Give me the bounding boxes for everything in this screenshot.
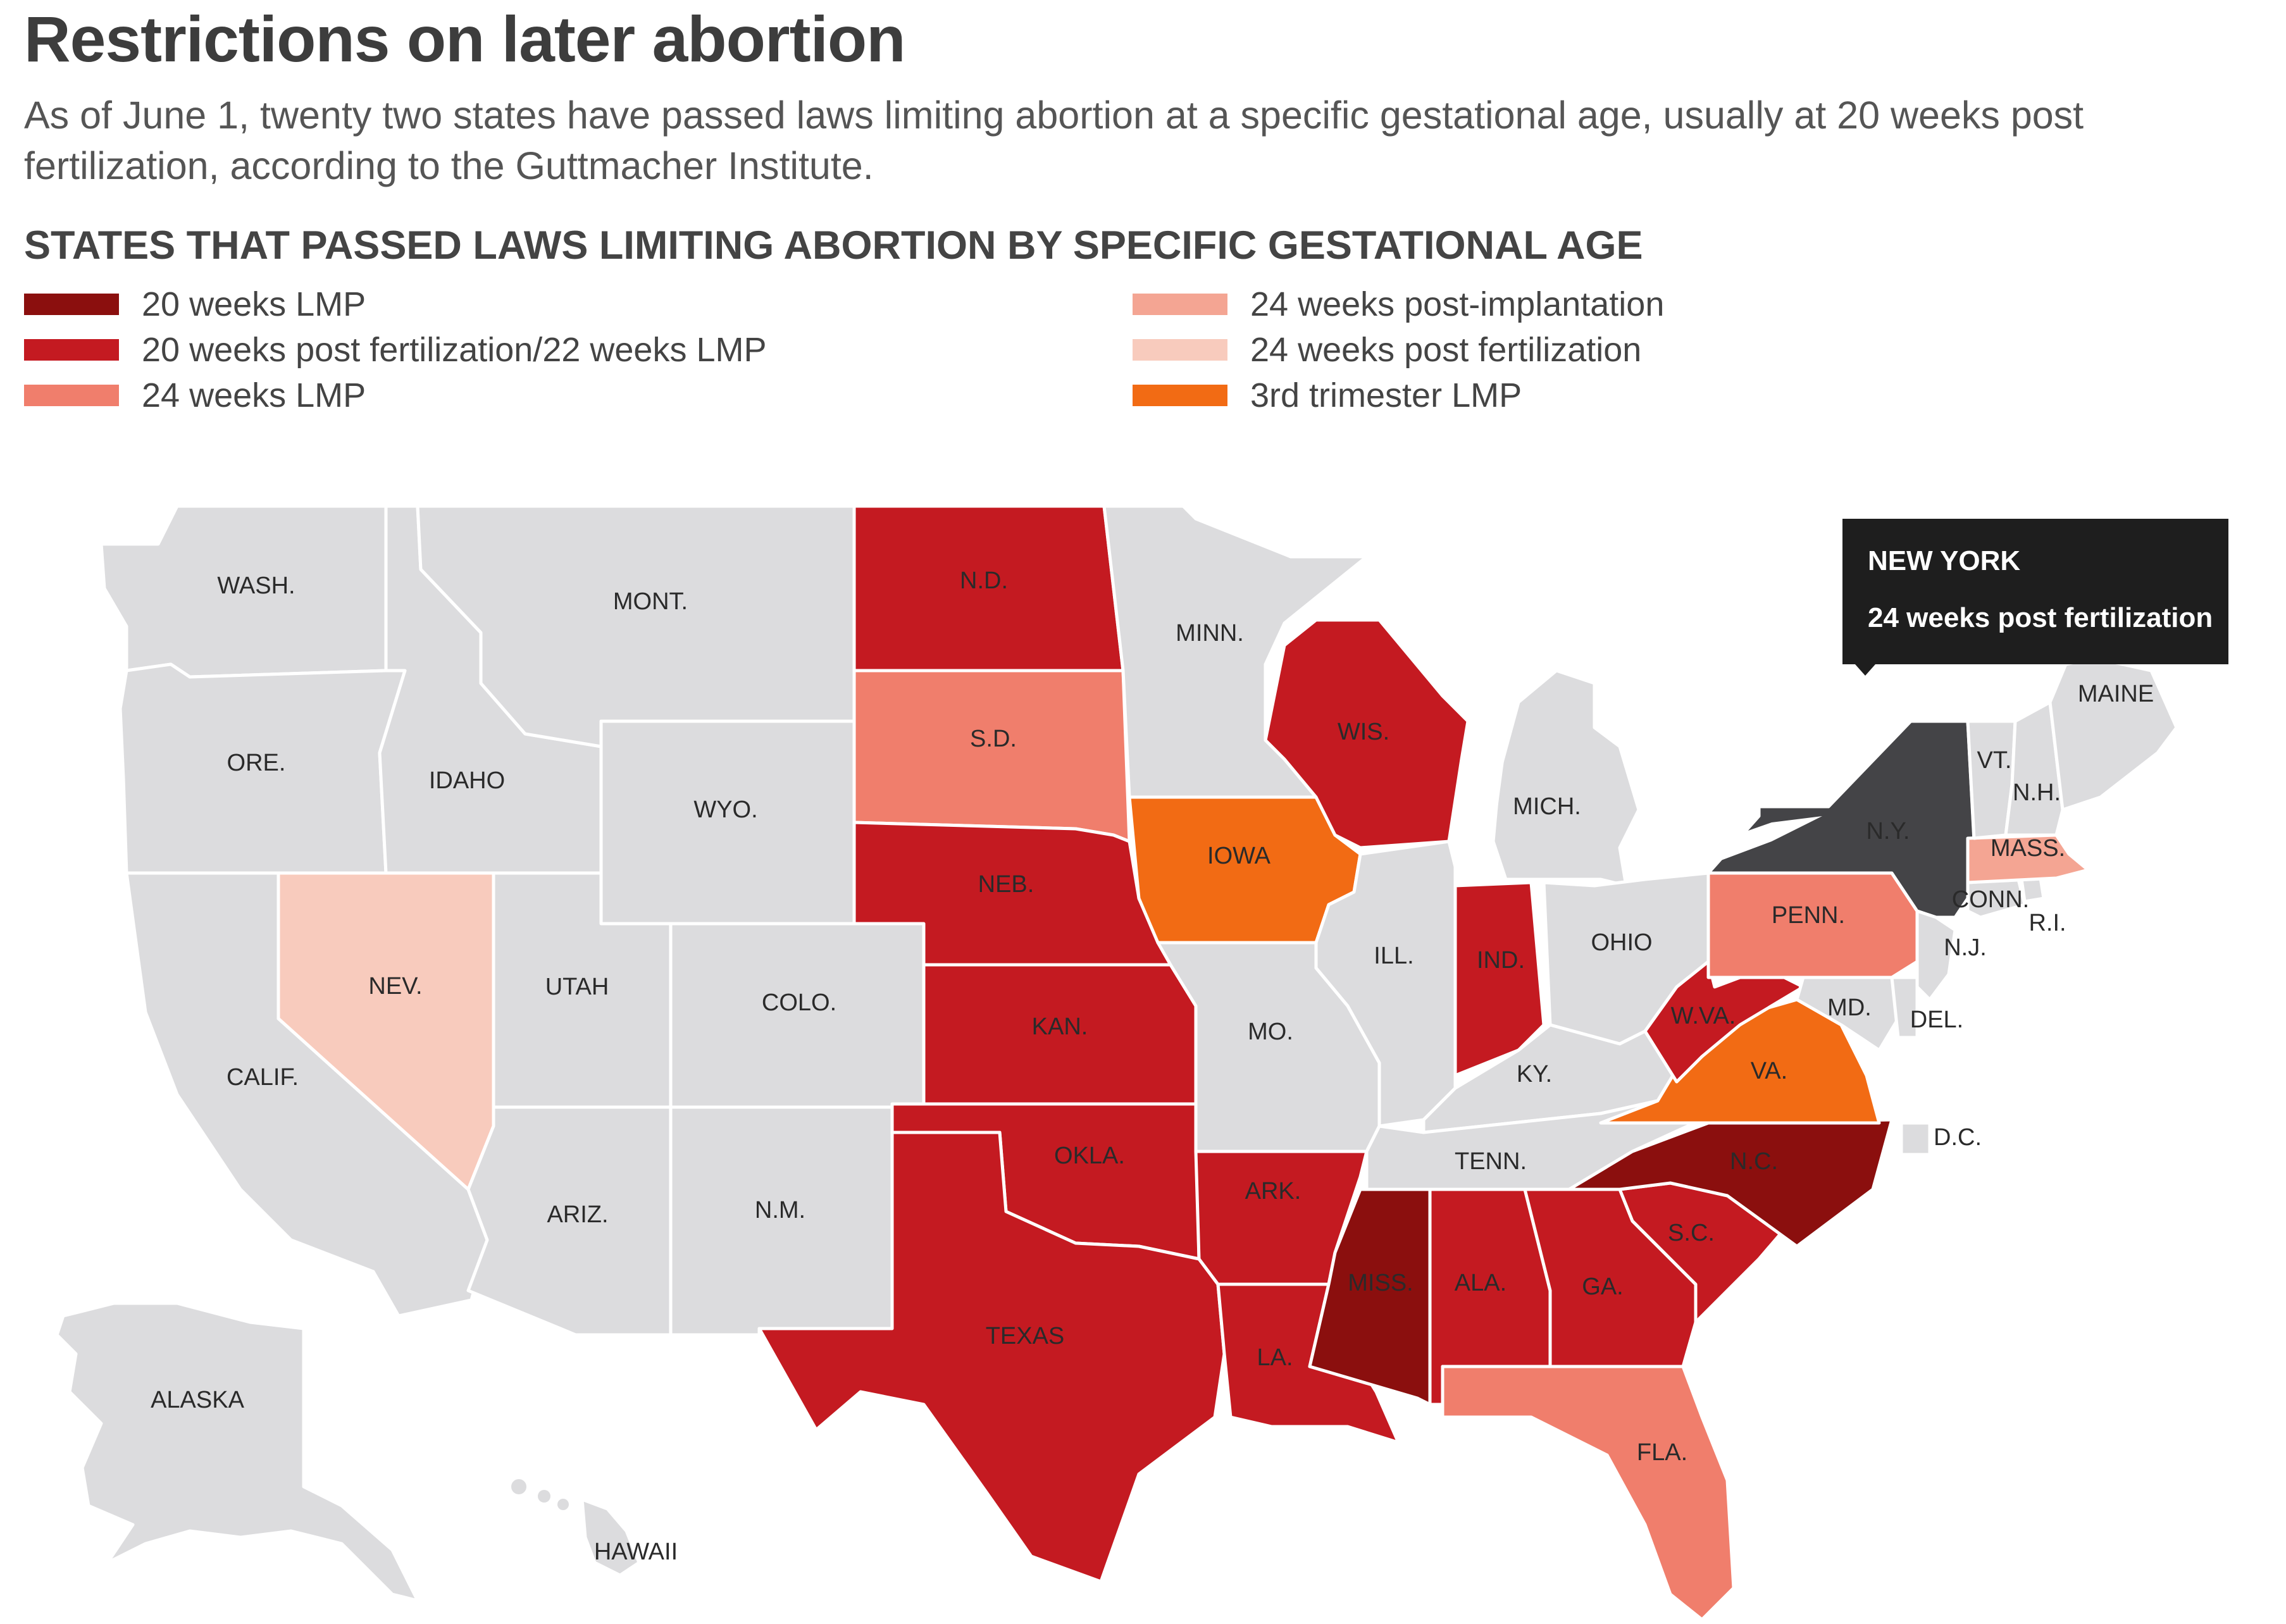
legend-item: 20 weeks post fertilization/22 weeks LMP bbox=[24, 328, 766, 372]
state-label: TEXAS bbox=[986, 1323, 1065, 1349]
state-label: WIS. bbox=[1338, 719, 1389, 745]
state-label: KY. bbox=[1517, 1061, 1552, 1088]
state-tooltip: NEW YORK 24 weeks post fertilization bbox=[1842, 519, 2228, 664]
state-label: MD. bbox=[1827, 995, 1872, 1021]
legend-swatch bbox=[24, 385, 119, 406]
state-label: W.VA. bbox=[1671, 1003, 1736, 1029]
legend-item: 24 weeks post fertilization bbox=[1133, 328, 1641, 372]
page-title: Restrictions on later abortion bbox=[24, 3, 906, 75]
state-n-c[interactable] bbox=[1567, 1118, 1894, 1248]
state-label: ARK. bbox=[1245, 1178, 1301, 1205]
state-label: D.C. bbox=[1934, 1124, 1982, 1151]
state-label: IOWA bbox=[1207, 843, 1271, 869]
tooltip-value: 24 weeks post fertilization bbox=[1868, 602, 2213, 633]
state-labels: WASH. ORE. CALIF. IDAHO NEV. MONT. WYO. UTAH ARI… bbox=[151, 567, 2154, 1565]
state-label: N.M. bbox=[755, 1197, 805, 1224]
state-label: ALA. bbox=[1455, 1270, 1506, 1296]
state-n-j[interactable] bbox=[1915, 909, 1957, 1001]
state-label: NEV. bbox=[368, 973, 422, 1000]
legend-label: 20 weeks LMP bbox=[142, 285, 366, 323]
state-label: ARIZ. bbox=[547, 1201, 608, 1228]
state-label: IND. bbox=[1477, 947, 1525, 974]
chart-heading: STATES THAT PASSED LAWS LIMITING ABORTIO… bbox=[24, 223, 1643, 268]
state-fla[interactable] bbox=[1441, 1365, 1736, 1621]
hawaii-island bbox=[511, 1479, 526, 1494]
state-label: ORE. bbox=[227, 750, 286, 776]
state-label: DEL. bbox=[1910, 1007, 1963, 1033]
state-label: IDAHO bbox=[429, 767, 505, 794]
state-label: LA. bbox=[1257, 1344, 1293, 1371]
state-d-c[interactable] bbox=[1899, 1121, 1932, 1156]
legend: 20 weeks LMP 20 weeks post fertilization… bbox=[24, 282, 1732, 428]
state-alaska[interactable] bbox=[55, 1301, 419, 1602]
legend-swatch bbox=[1133, 339, 1227, 361]
state-label: S.C. bbox=[1668, 1220, 1715, 1246]
state-label: UTAH bbox=[545, 974, 609, 1000]
legend-label: 24 weeks post-implantation bbox=[1250, 285, 1665, 323]
state-label: N.D. bbox=[960, 567, 1008, 594]
great-lake bbox=[1474, 696, 1506, 841]
legend-swatch bbox=[24, 339, 119, 361]
state-texas[interactable] bbox=[757, 1131, 1226, 1584]
state-ind[interactable] bbox=[1453, 881, 1546, 1077]
state-ill[interactable] bbox=[1314, 840, 1457, 1128]
state-label: WASH. bbox=[217, 573, 295, 599]
legend-item: 20 weeks LMP bbox=[24, 282, 366, 326]
state-label: OKLA. bbox=[1054, 1143, 1125, 1169]
state-label: MAINE bbox=[2078, 681, 2154, 707]
state-del[interactable] bbox=[1890, 976, 1919, 1039]
state-label: COLO. bbox=[762, 989, 836, 1016]
state-label: MICH. bbox=[1513, 793, 1581, 820]
page-subtitle: As of June 1, twenty two states have pas… bbox=[24, 94, 2084, 187]
great-lake bbox=[1455, 633, 1537, 683]
tooltip-pointer bbox=[1855, 664, 1875, 676]
state-label: FLA. bbox=[1637, 1439, 1687, 1466]
legend-label: 24 weeks post fertilization bbox=[1250, 331, 1642, 369]
state-label: N.H. bbox=[2013, 779, 2061, 806]
state-label: MO. bbox=[1248, 1019, 1293, 1045]
great-lake bbox=[1645, 784, 1677, 873]
state-label: N.C. bbox=[1730, 1148, 1778, 1175]
legend-swatch bbox=[1133, 294, 1227, 315]
us-map: WASH. ORE. CALIF. IDAHO NEV. MONT. WYO. UTAH ARI… bbox=[55, 504, 2178, 1621]
legend-item: 24 weeks post-implantation bbox=[1133, 282, 1664, 326]
state-label: MISS. bbox=[1348, 1270, 1413, 1296]
state-hawaii[interactable] bbox=[580, 1497, 641, 1577]
state-label: S.D. bbox=[970, 726, 1017, 752]
state-label: VA. bbox=[1751, 1058, 1787, 1084]
state-label: MASS. bbox=[1991, 835, 2065, 862]
state-label: ALASKA bbox=[151, 1387, 245, 1413]
tooltip-title: NEW YORK bbox=[1868, 545, 2021, 576]
legend-swatch bbox=[1133, 385, 1227, 406]
legend-label: 20 weeks post fertilization/22 weeks LMP bbox=[142, 331, 767, 369]
state-label: OHIO bbox=[1591, 929, 1652, 956]
state-label: MINN. bbox=[1176, 620, 1244, 647]
state-label: R.I. bbox=[2028, 910, 2066, 936]
state-label: GA. bbox=[1582, 1274, 1623, 1300]
state-label: NEB. bbox=[978, 871, 1034, 898]
legend-item: 24 weeks LMP bbox=[24, 373, 366, 418]
state-label: N.J. bbox=[1944, 934, 1987, 961]
great-lake bbox=[1708, 816, 1822, 860]
state-label: KAN. bbox=[1032, 1013, 1088, 1040]
state-label: VT. bbox=[1977, 747, 2012, 774]
state-label: HAWAII bbox=[594, 1539, 678, 1565]
legend-item: 3rd trimester LMP bbox=[1133, 373, 1522, 418]
state-label: PENN. bbox=[1772, 902, 1845, 929]
hawaii-island bbox=[557, 1499, 569, 1510]
state-label: CALIF. bbox=[227, 1064, 299, 1091]
legend-label: 24 weeks LMP bbox=[142, 376, 366, 414]
state-mich[interactable] bbox=[1491, 669, 1641, 888]
hawaii-island bbox=[538, 1490, 550, 1503]
legend-label: 3rd trimester LMP bbox=[1250, 376, 1522, 414]
legend-swatch bbox=[24, 294, 119, 315]
state-s-d[interactable] bbox=[852, 669, 1131, 843]
state-label: CONN. bbox=[1952, 886, 2029, 913]
state-label: WYO. bbox=[693, 797, 757, 823]
state-shapes bbox=[55, 504, 2178, 1621]
state-label: TENN. bbox=[1455, 1148, 1527, 1175]
state-label: N.Y. bbox=[1866, 818, 1910, 845]
state-label: ILL. bbox=[1374, 943, 1413, 969]
state-label: MONT. bbox=[613, 588, 688, 615]
